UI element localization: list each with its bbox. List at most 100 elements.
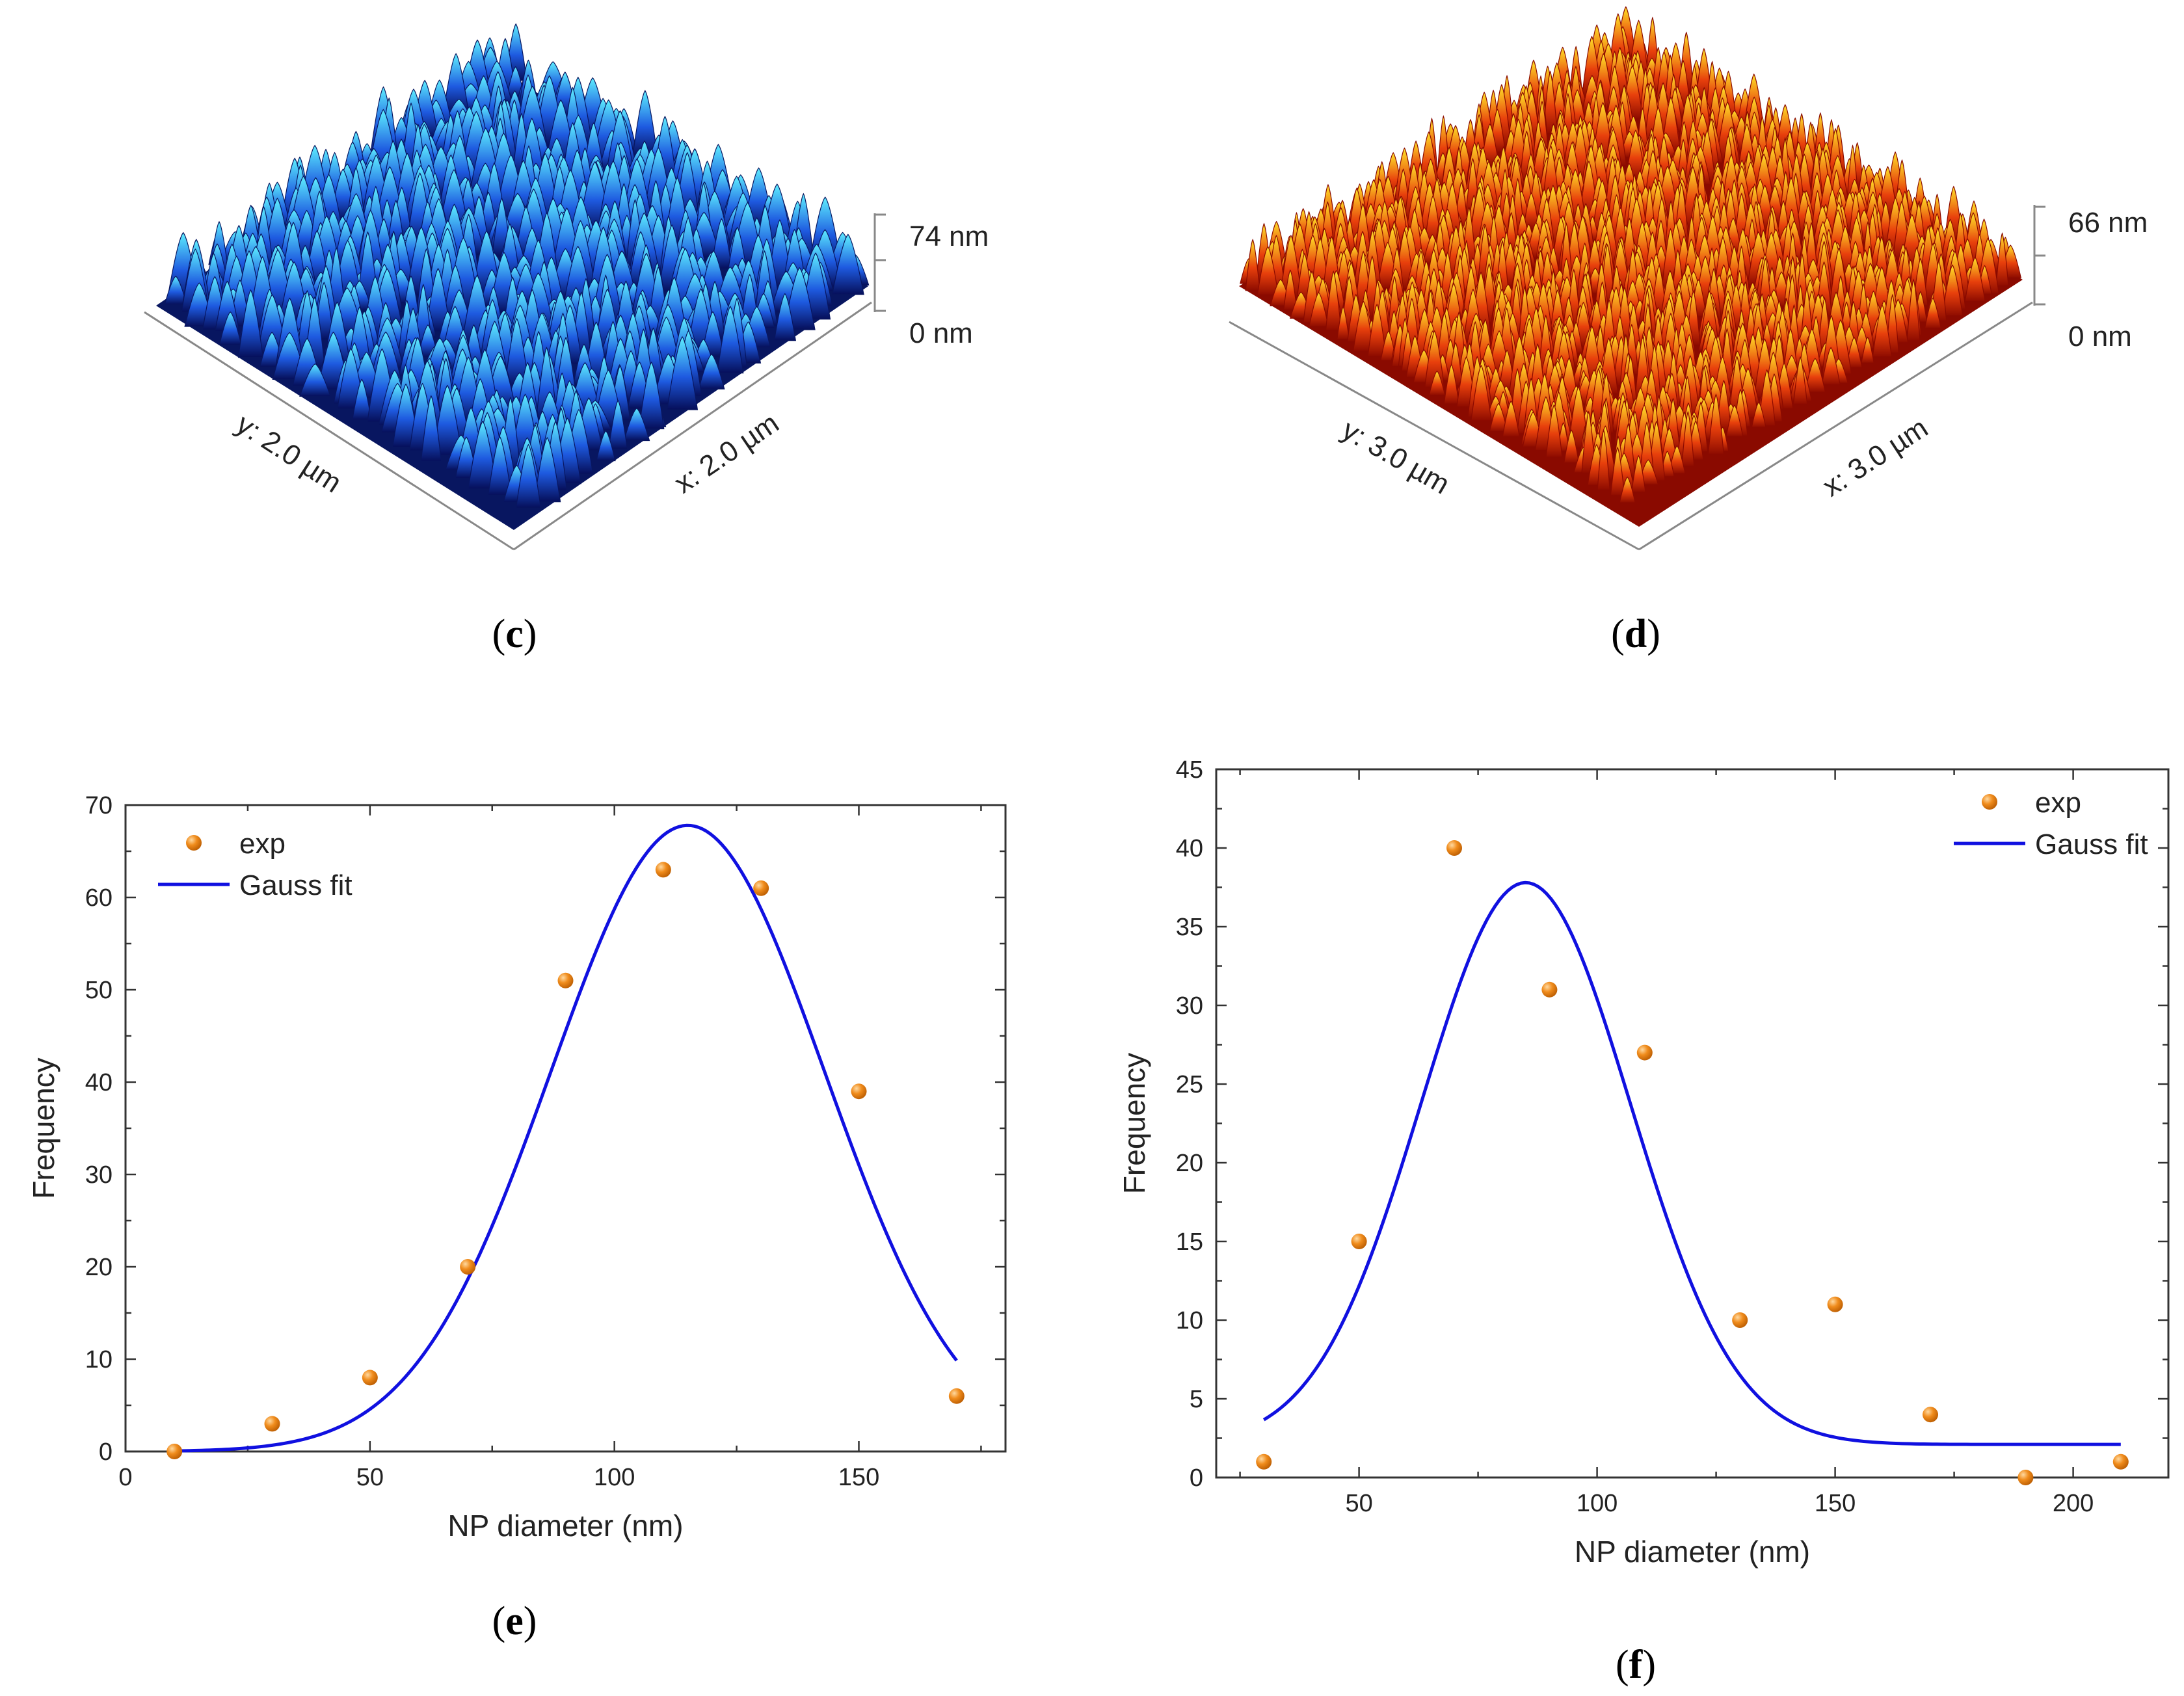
- chart-f-legend-label-exp: exp: [2035, 787, 2081, 819]
- chart-e-exp-point: [753, 880, 769, 896]
- afm-peak: [1906, 278, 1921, 341]
- afm-peak: [1619, 476, 1636, 503]
- chart-f-x-tick-label: 150: [1815, 1490, 1856, 1517]
- chart-e-y-tick-label: 20: [85, 1254, 113, 1281]
- afm-peak: [299, 363, 331, 397]
- afm-c-height-max-label: 74 nm: [909, 220, 989, 252]
- afm-peak: [1428, 370, 1446, 396]
- chart-f-legend-marker-exp: [1982, 794, 1997, 810]
- afm-peak: [632, 90, 658, 157]
- afm-d-x-axis-line: [1638, 301, 2033, 551]
- afm-peak: [1941, 264, 1964, 317]
- chart-f-y-tick-label: 40: [1176, 835, 1203, 862]
- afm-peak: [1424, 330, 1445, 388]
- afm-peak: [1845, 336, 1863, 368]
- chart-f-y-tick-label: 5: [1190, 1386, 1203, 1413]
- panel-letter-c-char: c: [505, 612, 524, 656]
- chart-f-legend-label-fit: Gauss fit: [2035, 828, 2148, 860]
- afm-peak: [442, 53, 470, 114]
- chart-e-legend-label-fit: Gauss fit: [239, 869, 353, 901]
- chart-f-y-tick-label: 20: [1176, 1150, 1203, 1177]
- chart-e-exp-point: [460, 1259, 476, 1275]
- panel-letter-e: (e): [492, 1599, 537, 1643]
- chart-f-y-tick-label: 25: [1176, 1071, 1203, 1098]
- chart-f-exp-point: [1636, 1044, 1653, 1061]
- chart-e-legend-label-exp: exp: [239, 828, 286, 860]
- afm-peak: [1283, 269, 1298, 310]
- afm-peak: [1309, 292, 1329, 327]
- chart-e-exp-point: [362, 1370, 378, 1386]
- afm-peak: [608, 399, 628, 450]
- afm-peak: [717, 306, 744, 374]
- chart-f-gauss-fit-line: [1262, 881, 2121, 1446]
- chart-e-y-axis-title: Frequency: [27, 1057, 60, 1199]
- chart-f-y-tick-label: 10: [1176, 1307, 1203, 1334]
- afm-peak: [1443, 364, 1459, 404]
- chart-e-exp-point: [655, 862, 671, 878]
- afm-peak: [1245, 239, 1260, 291]
- afm-peak: [1597, 429, 1610, 490]
- afm-peak: [1751, 401, 1766, 428]
- afm-c-x-axis-line: [513, 301, 872, 551]
- afm-d-height-max-label: 66 nm: [2068, 207, 2148, 239]
- afm-peak: [1471, 364, 1492, 421]
- afm-surface-d: [1239, 6, 2023, 527]
- chart-e-y-tick-label: 50: [85, 977, 113, 1004]
- afm-peak: [1631, 455, 1646, 493]
- afm-c-y-axis-line: [144, 311, 514, 551]
- chart-e-plot-frame: [124, 804, 1007, 1453]
- chart-e-x-axis-title: NP diameter (nm): [447, 1509, 683, 1543]
- afm-peak: [487, 436, 512, 496]
- chart-f-x-tick-label: 50: [1345, 1490, 1372, 1517]
- afm-peak: [1337, 306, 1350, 340]
- chart-f-exp-point: [1256, 1453, 1272, 1470]
- chart-e-x-tick-label: 100: [594, 1464, 635, 1491]
- chart-e-y-tick-label: 60: [85, 884, 113, 912]
- afm-peak: [1257, 246, 1279, 296]
- chart-e-x-tick-label: 0: [118, 1464, 132, 1491]
- afm-peak: [515, 444, 542, 509]
- afm-peak: [773, 293, 797, 341]
- chart-e-exp-point: [557, 972, 574, 988]
- afm-peak: [219, 311, 242, 346]
- panel-letter-d-char: d: [1625, 612, 1647, 656]
- afm-peak: [623, 408, 650, 442]
- afm-peak: [1725, 404, 1744, 438]
- chart-e-legend-marker-exp: [186, 835, 202, 851]
- afm-peak: [1681, 410, 1695, 467]
- chart-f-y-tick-label: 30: [1176, 992, 1203, 1020]
- afm-peak: [1707, 393, 1724, 455]
- afm-peak: [1912, 258, 1928, 306]
- afm-peak: [352, 378, 372, 421]
- chart-f-exp-point: [1732, 1312, 1748, 1328]
- chart-f-x-axis-title: NP diameter (nm): [1575, 1535, 1810, 1569]
- afm-peak: [1861, 336, 1875, 364]
- afm-peak: [667, 336, 699, 410]
- afm-panel-d: 66 nm 0 nm y: 3.0 µm x: 3.0 µm (d): [1229, 6, 2148, 656]
- chart-e-exp-point: [264, 1416, 280, 1432]
- afm-peak: [1563, 429, 1580, 464]
- afm-c-height-min-label: 0 nm: [909, 317, 973, 349]
- chart-e-y-tick-label: 10: [85, 1346, 113, 1373]
- panel-letter-f-char: f: [1629, 1643, 1644, 1687]
- afm-peak: [638, 361, 665, 430]
- afm-d-height-min-label: 0 nm: [2068, 321, 2132, 352]
- chart-e-exp-point: [851, 1083, 867, 1100]
- chart-f-exp-point: [1351, 1234, 1367, 1249]
- chart-f-exp-point: [1541, 981, 1558, 998]
- afm-c-y-axis-label: y: 2.0 µm: [231, 408, 347, 499]
- afm-peak: [420, 395, 442, 462]
- chart-e-exp-point: [166, 1444, 183, 1459]
- chart-e-y-tick-label: 30: [85, 1161, 113, 1189]
- panel-letter-c: (c): [492, 612, 537, 656]
- afm-peak: [1804, 358, 1826, 393]
- chart-f-exp-point: [1827, 1296, 1843, 1312]
- panel-letter-e-char: e: [505, 1599, 524, 1643]
- afm-peak: [596, 430, 616, 462]
- chart-e: 0 50 100 150 0 10 20 30 40 50 60 70 NP diameter (nm)…: [27, 792, 1007, 1543]
- afm-peak: [237, 289, 263, 358]
- afm-peak: [1668, 445, 1686, 474]
- afm-d-y-axis-line: [1229, 321, 1640, 551]
- afm-peak: [1545, 404, 1563, 458]
